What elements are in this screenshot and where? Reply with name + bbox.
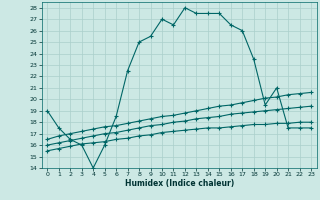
X-axis label: Humidex (Indice chaleur): Humidex (Indice chaleur)	[124, 179, 234, 188]
